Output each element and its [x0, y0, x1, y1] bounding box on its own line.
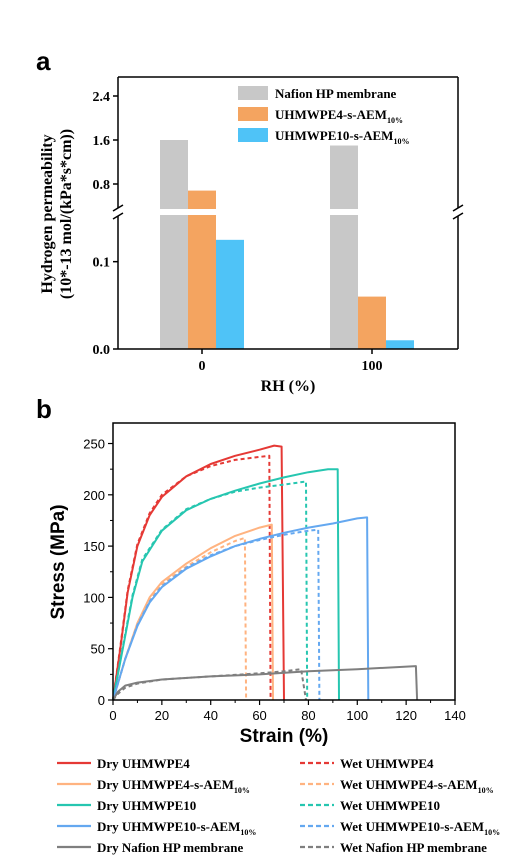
b-legend-label-6: Dry UHMWPE10-s-AEM10% [97, 819, 256, 837]
panel-a-legend: Nafion HP membrane UHMWPE4-s-AEM10% UHMWPE… [238, 86, 409, 146]
b-series-line-6 [112, 516, 370, 701]
panel-b-axes: 0 20 40 60 80 100 120 140 0 50 100 150 200 250 Strain … [48, 422, 466, 747]
break-mark-0-b [112, 212, 124, 220]
a-legend-label-1: UHMWPE4-s-AEM10% [275, 107, 403, 125]
panel-a-bars [119, 140, 457, 349]
bar-0-1 [330, 145, 358, 349]
b-ytick-label-4: 200 [83, 488, 105, 503]
bar-1-0 [188, 190, 216, 349]
b-ytick-label-2: 100 [83, 590, 105, 605]
a-ytick-label-0: 0.8 [93, 178, 111, 193]
b-series-line-8 [112, 665, 419, 701]
b-ytick-label-1: 50 [91, 642, 105, 657]
a-ytick-label-1: 1.6 [93, 134, 111, 149]
b-series-line-3 [112, 536, 248, 701]
b-xtick-label-3: 60 [252, 708, 266, 723]
b-legend-label-4: Dry UHMWPE10 [97, 798, 196, 813]
a-ytick-label-4: 0.1 [93, 256, 111, 271]
b-xtick-label-7: 140 [444, 708, 466, 723]
b-y-axis-title: Stress (MPa) [48, 504, 69, 619]
a-y-axis-title-line2: (10*-13 mol/(kPa*s*cm)) [58, 129, 75, 299]
b-series-line-5 [112, 480, 309, 701]
panel-a-axes: 0.8 1.6 2.4 0.0 0.1 0 100 RH (%) Hydrogen permea… [39, 76, 464, 395]
b-series-line-7 [112, 528, 321, 701]
b-xtick-label-2: 40 [203, 708, 217, 723]
a-legend-label-0: Nafion HP membrane [275, 86, 397, 101]
a-y-axis-title: Hydrogen permeability (10*-13 mol/(kPa*s*… [39, 129, 75, 299]
b-legend-label-9: Wet Nafion HP membrane [340, 840, 487, 855]
a-ytick-label-3: 0.0 [93, 343, 111, 358]
axis-break-gap [119, 209, 457, 215]
b-legend-label-1: Wet UHMWPE4 [340, 756, 434, 771]
break-mark-0-a [112, 204, 124, 212]
a-legend-swatch-1 [238, 107, 268, 121]
b-ytick-label-5: 250 [83, 437, 105, 452]
a-legend-swatch-2 [238, 128, 268, 142]
b-y-axis-title-group: Stress (MPa) [48, 504, 69, 619]
b-legend-label-3: Wet UHMWPE4-s-AEM10% [340, 777, 494, 795]
a-y-axis-title-line1: Hydrogen permeability [39, 134, 56, 293]
a-legend-label-2: UHMWPE10-s-AEM10% [275, 128, 409, 146]
a-x-axis-title: RH (%) [261, 378, 316, 395]
b-xtick-label-0: 0 [109, 708, 116, 723]
b-xtick-label-1: 20 [155, 708, 169, 723]
b-legend-label-7: Wet UHMWPE10-s-AEM10% [340, 819, 500, 837]
b-x-axis-title: Strain (%) [240, 726, 329, 747]
b-xtick-label-6: 120 [395, 708, 417, 723]
b-series-line-1 [112, 454, 272, 701]
panel-b-legend: Dry UHMWPE4 Wet UHMWPE4 Dry UHMWPE4-s-AEM1… [57, 756, 500, 855]
break-mark-1-b [452, 212, 464, 220]
b-legend-label-2: Dry UHMWPE4-s-AEM10% [97, 777, 250, 795]
bar-0-0 [160, 140, 188, 349]
a-xtick-label-0: 0 [199, 359, 206, 374]
b-ytick-label-0: 0 [98, 693, 105, 708]
a-legend-swatch-0 [238, 86, 268, 100]
break-mark-1-a [452, 204, 464, 212]
bar-2-1 [386, 340, 414, 349]
a-xtick-label-1: 100 [362, 359, 383, 374]
b-series-line-4 [112, 468, 340, 701]
b-xtick-label-5: 100 [346, 708, 368, 723]
b-legend-label-5: Wet UHMWPE10 [340, 798, 440, 813]
panel-a-letter: a [36, 46, 51, 76]
panel-b-letter: b [36, 394, 52, 424]
b-legend-label-8: Dry Nafion HP membrane [97, 840, 243, 855]
b-xtick-label-4: 80 [301, 708, 315, 723]
bar-2-0 [216, 239, 244, 349]
panel-b-lines [112, 444, 419, 701]
a-ytick-label-2: 2.4 [93, 90, 111, 105]
b-series-line-9 [112, 668, 307, 701]
b-ytick-label-3: 150 [83, 539, 105, 554]
bar-1-1 [358, 296, 386, 349]
b-legend-label-0: Dry UHMWPE4 [97, 756, 190, 771]
